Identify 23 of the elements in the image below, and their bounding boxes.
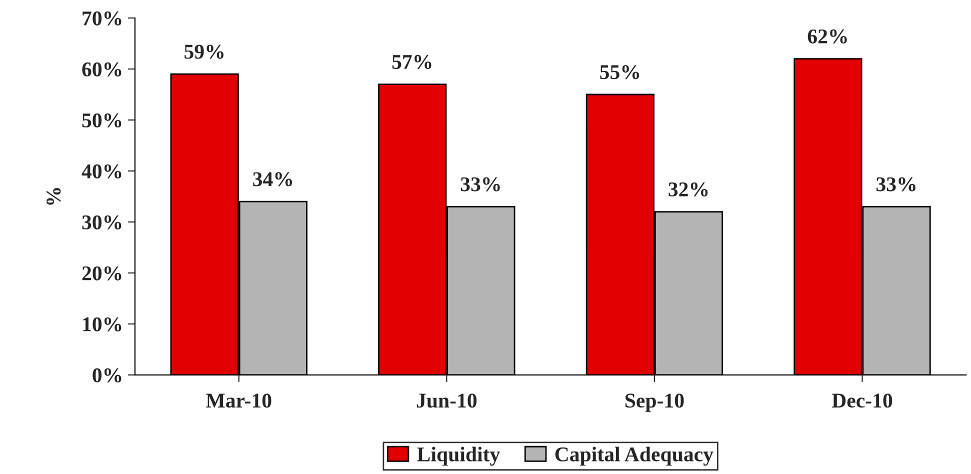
y-tick-label: 30% bbox=[82, 215, 122, 230]
x-tick-label: Dec-10 bbox=[832, 394, 892, 408]
legend-label: Liquidity bbox=[417, 446, 500, 466]
data-label: 55% bbox=[600, 65, 640, 80]
x-tick-label: Sep-10 bbox=[625, 394, 684, 412]
y-tick-label: 10% bbox=[83, 317, 122, 332]
data-label: 34% bbox=[253, 172, 292, 186]
data-label: 62% bbox=[808, 29, 847, 44]
y-tick-label: 20% bbox=[82, 266, 122, 280]
data-label: 57% bbox=[392, 54, 432, 70]
legend-label: Capital Adequacy bbox=[555, 446, 714, 466]
data-label: 32% bbox=[668, 182, 708, 196]
y-axis-title: % bbox=[46, 188, 61, 205]
data-label: 33% bbox=[876, 177, 916, 192]
x-tick-label: Mar-10 bbox=[206, 394, 272, 408]
y-tick-label: 40% bbox=[82, 164, 122, 178]
y-tick-label: 60% bbox=[82, 62, 122, 76]
y-tick-label: 70% bbox=[82, 11, 122, 26]
data-label: 59% bbox=[184, 44, 224, 59]
y-tick-label: 0% bbox=[92, 368, 122, 382]
x-tick-label: Jun-10 bbox=[416, 394, 477, 408]
y-tick-label: 50% bbox=[82, 113, 122, 128]
data-label: 33% bbox=[460, 177, 500, 192]
